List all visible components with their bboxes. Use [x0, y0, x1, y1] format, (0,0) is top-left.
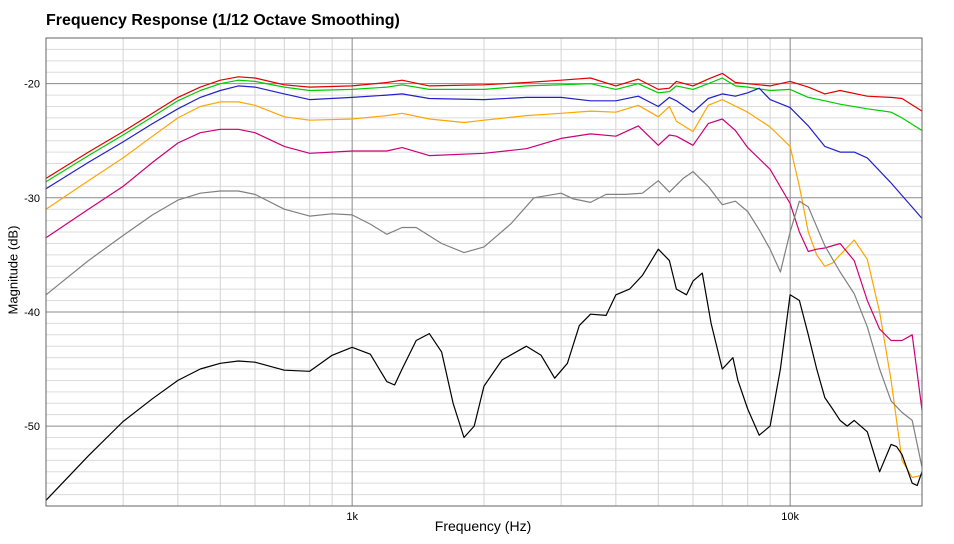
series-layer: [45, 72, 923, 501]
series-line-7: [45, 248, 923, 501]
major-gridlines: [46, 38, 922, 506]
series-line-3: [45, 85, 923, 219]
chart-title: Frequency Response (1/12 Octave Smoothin…: [46, 12, 400, 29]
minor-gridlines: [45, 37, 923, 507]
y-tick-label: -50: [24, 421, 40, 433]
x-tick-label: 1k: [346, 511, 358, 523]
y-tick-label: -40: [24, 307, 40, 319]
y-tick-label: -20: [24, 79, 40, 91]
x-tick-label: 10k: [781, 511, 799, 523]
x-axis-label: Frequency (Hz): [434, 518, 532, 534]
series-line-2: [45, 77, 923, 183]
series-line-5: [45, 118, 923, 411]
series-line-1: [45, 72, 923, 179]
tick-labels: -20 -30 -40 -50 1k 10k: [24, 79, 799, 523]
series-line-6: [45, 171, 923, 468]
y-tick-label: -30: [24, 193, 40, 205]
plot-frame: [45, 37, 923, 507]
series-line-4: [45, 99, 923, 479]
